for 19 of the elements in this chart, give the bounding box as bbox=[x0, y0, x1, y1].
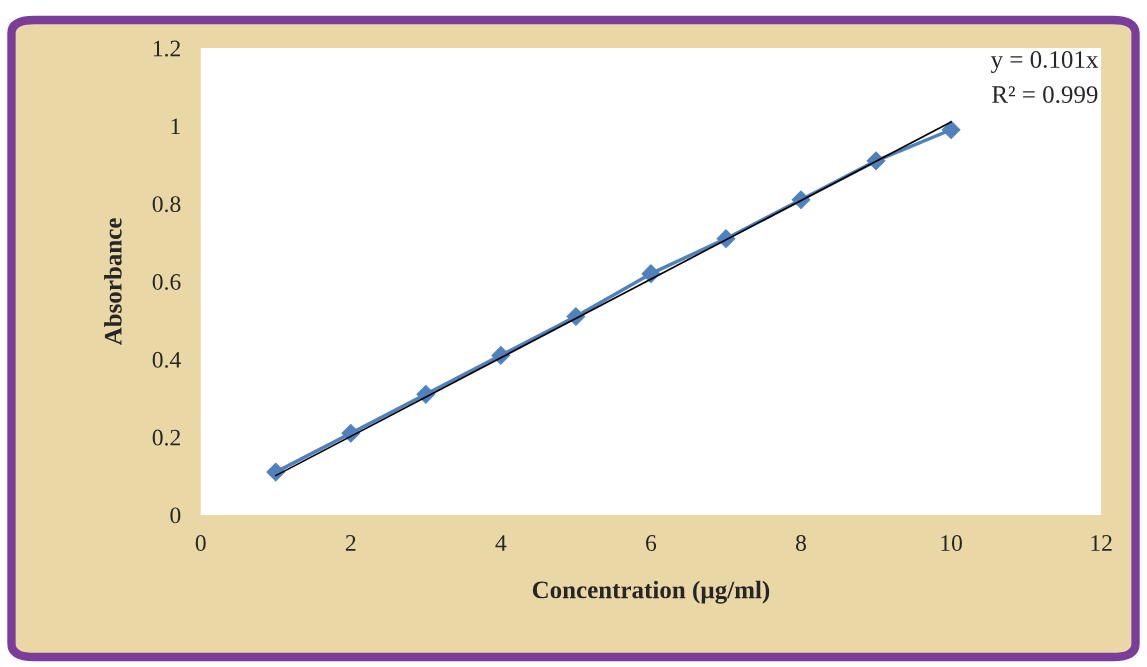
y-tick-label: 0.4 bbox=[152, 351, 181, 368]
annotation: y = 0.101x bbox=[990, 51, 1099, 74]
y-tick-label: 1.2 bbox=[153, 40, 180, 57]
x-axis-title: Concentration (µg/ml) bbox=[532, 580, 770, 604]
x-tick-label: 0 bbox=[195, 535, 206, 551]
x-tick-label: 4 bbox=[495, 535, 507, 551]
y-axis-title: Absorbance bbox=[104, 218, 122, 346]
y-tick-label: 0 bbox=[170, 507, 181, 524]
x-tick-label: 12 bbox=[1091, 535, 1112, 551]
y-tick-label: 1 bbox=[171, 118, 180, 135]
x-tick-label: 8 bbox=[795, 535, 806, 551]
x-tick-label: 10 bbox=[941, 535, 962, 551]
annotation: R² = 0.999 bbox=[992, 86, 1098, 104]
y-tick-label: 0.2 bbox=[152, 429, 180, 446]
point bbox=[941, 120, 961, 140]
y-tick-label: 0.8 bbox=[152, 196, 181, 213]
x-tick-label: 2 bbox=[345, 535, 356, 551]
y-tick-label: 0.6 bbox=[152, 273, 181, 290]
x-tick-label: 6 bbox=[646, 535, 657, 551]
